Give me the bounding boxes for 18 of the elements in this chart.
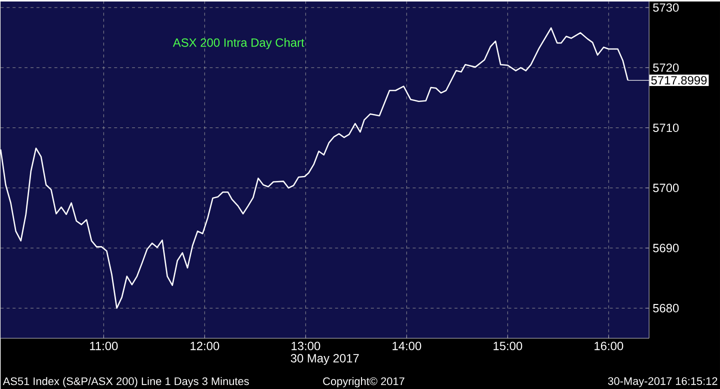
- y-tick-label: 5720: [653, 63, 679, 72]
- text: Copyright© 2017: [323, 377, 404, 388]
- x-tick-label: 15:00: [494, 342, 522, 350]
- annotation: 5717.8999: [651, 76, 707, 84]
- x-tick-label: 13:00: [292, 342, 320, 350]
- x-tick-label: 12:00: [190, 342, 220, 350]
- text: ASX 200 Intra Day Chart: [172, 38, 304, 50]
- text: AS51 Index (S&P/ASX 200) Line 1 Days 3 Minutes: [2, 377, 249, 388]
- x-tick-label: 11:00: [90, 342, 118, 350]
- x-tick-label: 14:00: [392, 342, 422, 350]
- y-tick-label: 5710: [653, 123, 679, 132]
- x-axis-title: 30 May 2017: [290, 354, 359, 365]
- x-tick-label: 16:00: [594, 342, 624, 350]
- y-tick-label: 5680: [653, 304, 679, 312]
- text: 30-May-2017 16:15:12: [608, 377, 718, 388]
- y-tick-label: 5730: [653, 3, 679, 12]
- y-tick-label: 5690: [653, 244, 679, 252]
- y-tick-label: 5700: [653, 184, 679, 192]
